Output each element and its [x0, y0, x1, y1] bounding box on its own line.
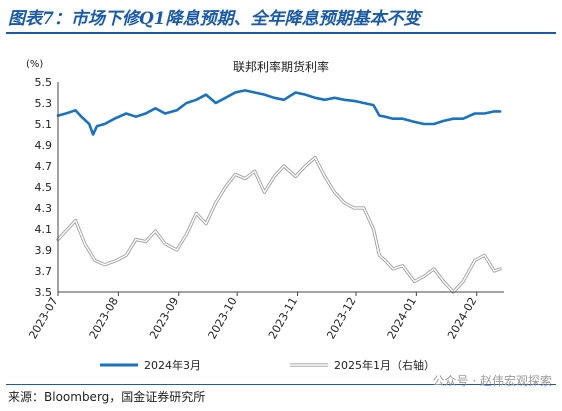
x-tick-label: 2023-12 — [324, 295, 358, 341]
x-tick-label: 2024-01 — [385, 295, 419, 341]
y-tick-label: 4.1 — [35, 223, 53, 236]
y-tick-label: 3.9 — [35, 244, 53, 257]
chart-title: 联邦利率期货利率 — [233, 59, 329, 74]
y-tick-label: 4.9 — [35, 139, 53, 152]
x-tick-label: 2024-02 — [445, 295, 479, 341]
x-tick-label: 2023-11 — [266, 295, 300, 341]
y-axis-unit: (%) — [26, 59, 43, 70]
x-tick-label: 2023-09 — [147, 295, 181, 341]
legend-label-2024-mar: 2024年3月 — [144, 358, 201, 372]
x-ticks: 2023-07 2023-08 2023-09 2023-10 2023-11 2023-… — [26, 292, 479, 341]
legend: 2024年3月 2025年1月（右轴） — [100, 358, 435, 372]
y-tick-label: 5.5 — [35, 76, 53, 89]
series-group — [56, 89, 502, 294]
bottom-divider — [6, 384, 556, 385]
y-tick-label: 3.7 — [35, 265, 53, 278]
series-line-2025-jan — [57, 156, 501, 293]
series-line-outline — [56, 155, 502, 294]
series-line-2024-mar — [56, 89, 502, 136]
title-divider — [6, 32, 556, 34]
x-tick-label: 2023-07 — [26, 295, 60, 341]
y-tick-label: 4.5 — [35, 181, 53, 194]
x-tick-label: 2023-10 — [206, 295, 240, 341]
y-ticks-left: 3.5 3.7 3.9 4.1 4.3 4.5 4.7 4.9 5.1 5.3 5.5 — [35, 76, 53, 299]
y-tick-label: 5.1 — [35, 118, 53, 131]
source-note: 来源：Bloomberg，国金证券研究所 — [8, 390, 206, 404]
y-tick-label: 4.3 — [35, 202, 53, 215]
chart-svg: 联邦利率期货利率 (%) 3.5 3.7 3.9 4.1 4.3 4.5 4.7 4.9 5.1… — [26, 59, 504, 372]
axes — [57, 82, 504, 293]
legend-label-2025-jan: 2025年1月（右轴） — [334, 358, 435, 372]
watermark-text: 公众号 · 赵伟宏观探索 — [432, 374, 552, 388]
figure-title: 图表7：市场下修Q1降息预期、全年降息预期基本不变 — [8, 9, 421, 29]
y-tick-label: 4.7 — [35, 160, 53, 173]
y-tick-label: 3.5 — [35, 286, 53, 299]
y-tick-label: 5.3 — [35, 97, 53, 110]
x-tick-label: 2023-08 — [87, 295, 121, 341]
